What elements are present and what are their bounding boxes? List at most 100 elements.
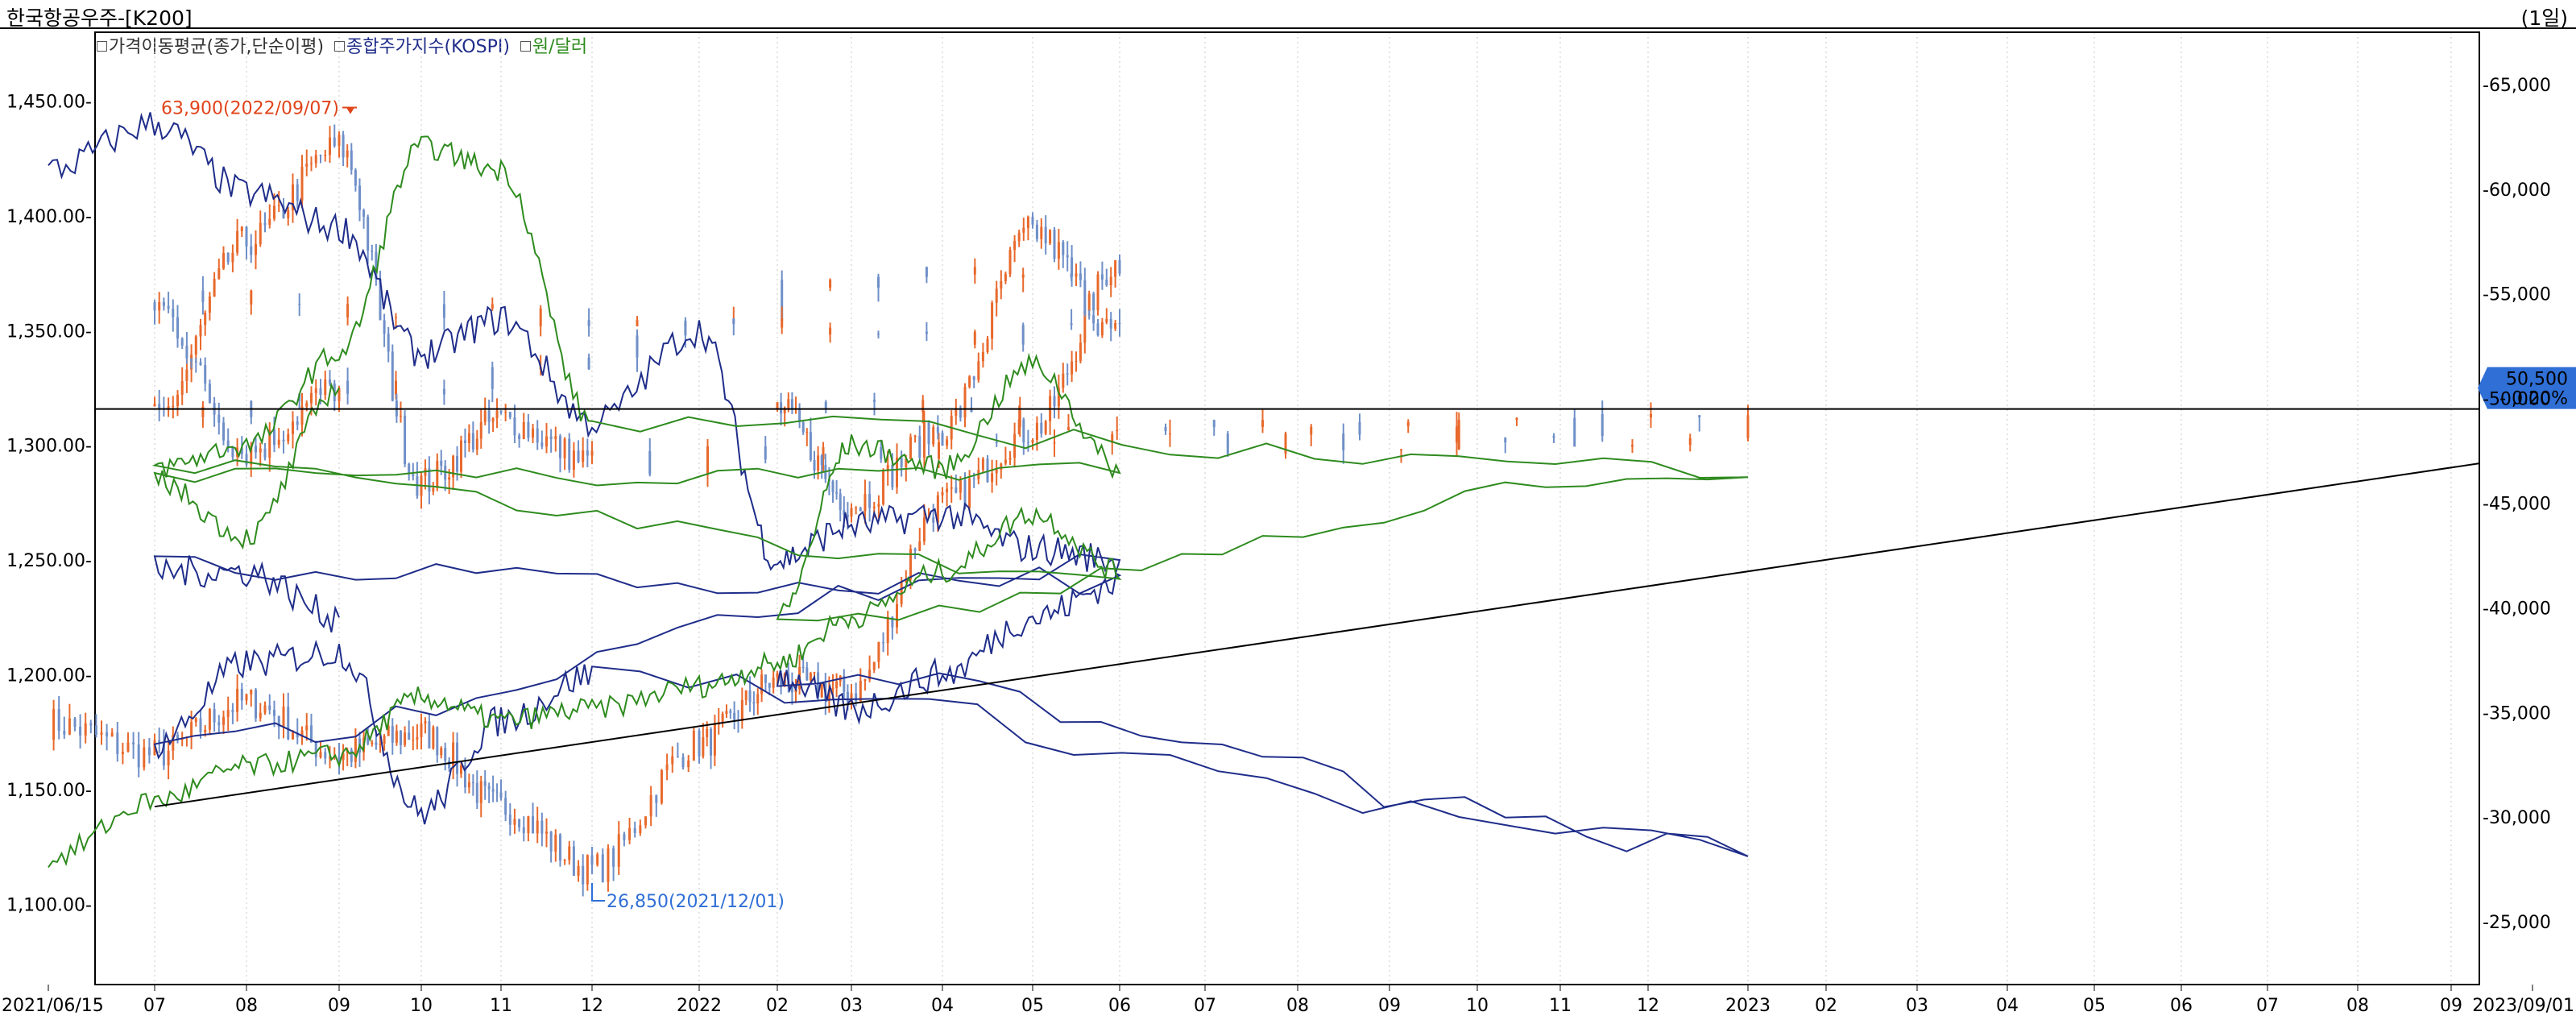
candle-body <box>395 731 398 743</box>
candle-body <box>522 422 525 439</box>
candle-body <box>199 325 202 337</box>
candle-body <box>681 757 685 768</box>
candle-body <box>760 674 764 695</box>
x-tick-label: 2023/09/01 <box>2472 996 2574 1016</box>
candle-body <box>1031 217 1034 225</box>
candle-body <box>549 436 553 440</box>
candle-body <box>395 317 397 319</box>
right-tick-label: -55,000 <box>2483 285 2551 305</box>
candle-body <box>936 427 939 433</box>
candle-body <box>1057 388 1060 407</box>
candle-body <box>250 246 253 255</box>
candle-body <box>781 318 784 328</box>
legend-item-kospi[interactable]: 종합주가지수(KOSPI) <box>334 37 510 57</box>
candle-body <box>204 729 207 733</box>
candle-body <box>296 732 299 738</box>
high-annotation: 63,900(2022/09/07) <box>161 99 339 119</box>
candle-body <box>338 388 341 401</box>
x-tick-label: 07 <box>1194 996 1216 1016</box>
candle-body <box>391 726 394 743</box>
candle-body <box>383 736 386 744</box>
candle-body <box>991 473 994 483</box>
candle-body <box>255 244 257 255</box>
period-label[interactable]: (1일) <box>2520 6 2568 30</box>
candle-body <box>1457 420 1460 450</box>
candle-body <box>644 816 647 826</box>
candle-body <box>1096 323 1100 336</box>
candle-body <box>1226 433 1229 454</box>
candle-body <box>968 376 971 388</box>
candle-body <box>1310 426 1313 435</box>
candle-body <box>877 642 880 662</box>
candle-body <box>379 279 382 321</box>
candle-body <box>968 478 971 508</box>
candle-body <box>329 757 331 759</box>
candle-body <box>702 736 705 757</box>
candle-body <box>208 384 211 404</box>
candle-body <box>783 408 786 414</box>
candle-body <box>963 387 967 418</box>
reference-lines <box>95 408 2480 808</box>
axes <box>94 31 2480 985</box>
candle-body <box>277 205 280 206</box>
candle-body <box>460 440 462 472</box>
candle-body <box>1406 421 1410 427</box>
candle-body <box>436 727 439 756</box>
candle-body <box>764 674 767 683</box>
candle-body <box>732 318 735 325</box>
candle-body <box>809 432 812 460</box>
candle-body <box>444 748 447 761</box>
candle-body <box>518 435 521 439</box>
right-tick-label: -60,000 <box>2483 180 2551 201</box>
candle-body <box>456 742 459 774</box>
candle-body <box>305 725 309 731</box>
candle-body <box>471 782 474 783</box>
plot-frame <box>94 31 2480 985</box>
candle-body <box>346 150 349 158</box>
grid <box>154 32 2452 985</box>
candle-body <box>292 732 294 740</box>
candle-body <box>440 748 443 756</box>
series-layer <box>48 112 1750 897</box>
candle-body <box>513 417 516 436</box>
trend-line[interactable] <box>154 462 2480 808</box>
candle-body <box>1111 434 1114 443</box>
candle-body <box>400 731 402 745</box>
candle-body <box>1601 413 1604 437</box>
candle-body <box>338 135 341 147</box>
candle-body <box>977 361 980 380</box>
legend-item-moving-average[interactable]: 가격이동평균(종가,단순이평) <box>97 37 324 57</box>
candle-body <box>896 603 898 628</box>
candle-body <box>1100 274 1104 280</box>
x-tick-label: 09 <box>1378 996 1401 1016</box>
x-tick-label: 08 <box>1286 996 1309 1016</box>
candle-body <box>162 301 165 306</box>
candle-body <box>1008 458 1012 460</box>
candle-body <box>371 742 374 744</box>
candle-body <box>986 458 989 483</box>
candle-body <box>872 661 876 670</box>
legend-item-krw-usd[interactable]: 원/달러 <box>520 37 587 57</box>
candle-body <box>277 715 280 728</box>
candle-body <box>400 416 402 417</box>
x-tick-label: 04 <box>1996 996 2019 1016</box>
candle-body <box>1114 259 1117 277</box>
candle-body <box>217 268 221 280</box>
candle-body <box>499 410 503 413</box>
candle-body <box>1109 276 1112 286</box>
candle-body <box>310 392 313 404</box>
candle-body <box>995 288 998 303</box>
candle-body <box>665 764 669 770</box>
candle-body <box>448 761 451 769</box>
candle-body <box>194 718 197 723</box>
candle-body <box>824 401 827 409</box>
candle-body <box>1118 259 1121 274</box>
candle-body <box>296 421 299 425</box>
candle-body <box>671 756 674 765</box>
candle-body <box>273 429 275 446</box>
candle-body <box>201 290 205 303</box>
candle-body <box>456 455 459 472</box>
candle-body <box>172 734 175 751</box>
candle-body <box>729 711 732 713</box>
